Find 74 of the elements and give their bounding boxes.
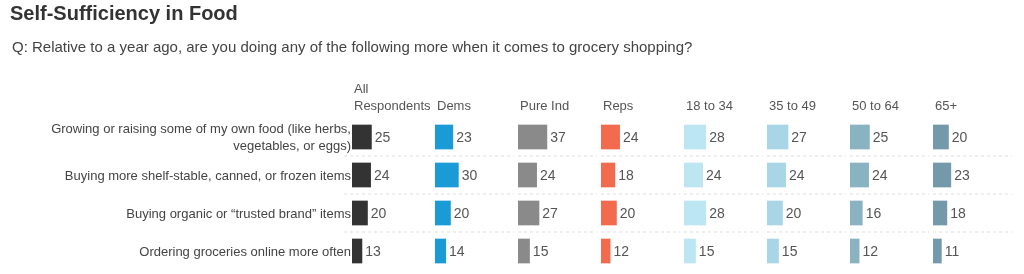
data-label: 20 bbox=[785, 205, 802, 221]
bar bbox=[518, 238, 530, 264]
data-label: 30 bbox=[461, 167, 478, 183]
y-tick-label: Growing or raising some of my own food (like herbs, vegetables, or eggs) bbox=[51, 121, 351, 153]
series-label: Dems bbox=[437, 98, 472, 113]
data-label: 27 bbox=[542, 205, 559, 221]
series-label: 65+ bbox=[935, 98, 958, 113]
bar bbox=[518, 124, 548, 150]
bar bbox=[933, 162, 952, 188]
bar bbox=[850, 200, 863, 226]
bar bbox=[767, 238, 779, 264]
data-label: 37 bbox=[550, 129, 567, 145]
bar bbox=[850, 124, 870, 150]
bar bbox=[518, 162, 537, 188]
data-label: 18 bbox=[950, 205, 967, 221]
bar bbox=[352, 162, 371, 188]
series-label: Pure Ind bbox=[520, 98, 570, 113]
data-label: 23 bbox=[954, 167, 970, 183]
bar bbox=[518, 200, 540, 226]
data-label: 20 bbox=[370, 205, 387, 221]
data-label: 20 bbox=[619, 205, 636, 221]
bar bbox=[933, 238, 942, 264]
data-label: 12 bbox=[862, 243, 879, 259]
data-label: 12 bbox=[613, 243, 630, 259]
data-label: 25 bbox=[872, 129, 889, 145]
bar bbox=[601, 238, 611, 264]
data-label: 28 bbox=[709, 129, 725, 145]
bar bbox=[435, 162, 459, 188]
series-label: 35 to 49 bbox=[769, 98, 816, 113]
bar bbox=[933, 200, 948, 226]
series-label: All Respondents bbox=[354, 81, 432, 113]
bar bbox=[767, 124, 789, 150]
data-label: 11 bbox=[944, 243, 960, 259]
data-label: 24 bbox=[788, 167, 805, 183]
series-label: Reps bbox=[603, 98, 634, 113]
series-label: 50 to 64 bbox=[852, 98, 899, 113]
data-label: 14 bbox=[449, 243, 465, 259]
data-label: 20 bbox=[453, 205, 470, 221]
text: Self-Sufficiency in Food bbox=[10, 2, 238, 24]
data-label: 25 bbox=[374, 129, 391, 145]
bar bbox=[933, 124, 949, 150]
bar bbox=[767, 200, 783, 226]
bar bbox=[435, 238, 447, 264]
data-label: 28 bbox=[709, 205, 725, 221]
data-label: 24 bbox=[705, 167, 722, 183]
data-label: 18 bbox=[618, 167, 635, 183]
data-label: 20 bbox=[951, 129, 968, 145]
data-label: 13 bbox=[365, 243, 382, 259]
data-label: 15 bbox=[698, 243, 715, 259]
data-label: 23 bbox=[456, 129, 472, 145]
data-label: 15 bbox=[532, 243, 549, 259]
bar bbox=[435, 124, 454, 150]
bar bbox=[850, 162, 869, 188]
bar bbox=[601, 124, 620, 150]
y-tick-label: Ordering groceries online more often bbox=[139, 243, 351, 259]
bar bbox=[767, 162, 786, 188]
data-label: 24 bbox=[622, 129, 639, 145]
data-label: 24 bbox=[373, 167, 390, 183]
data-label: 15 bbox=[781, 243, 798, 259]
data-label: 24 bbox=[871, 167, 888, 183]
data-label: 27 bbox=[791, 129, 808, 145]
series-label: 18 to 34 bbox=[686, 98, 733, 113]
data-label: 24 bbox=[539, 167, 556, 183]
bar bbox=[601, 200, 617, 226]
bar bbox=[352, 124, 372, 150]
bar bbox=[352, 238, 363, 264]
y-tick-label: Buying organic or “trusted brand” items bbox=[126, 205, 352, 221]
bar bbox=[435, 200, 451, 226]
bar bbox=[850, 238, 860, 264]
bar bbox=[601, 162, 616, 188]
y-tick-label: Buying more shelf-stable, canned, or frozen items bbox=[64, 167, 352, 183]
bar bbox=[352, 200, 368, 226]
data-label: 16 bbox=[865, 205, 882, 221]
chart-subtitle: Q: Relative to a year ago, are you doing any of the following more when it comes to grocery shopping? bbox=[12, 38, 693, 55]
